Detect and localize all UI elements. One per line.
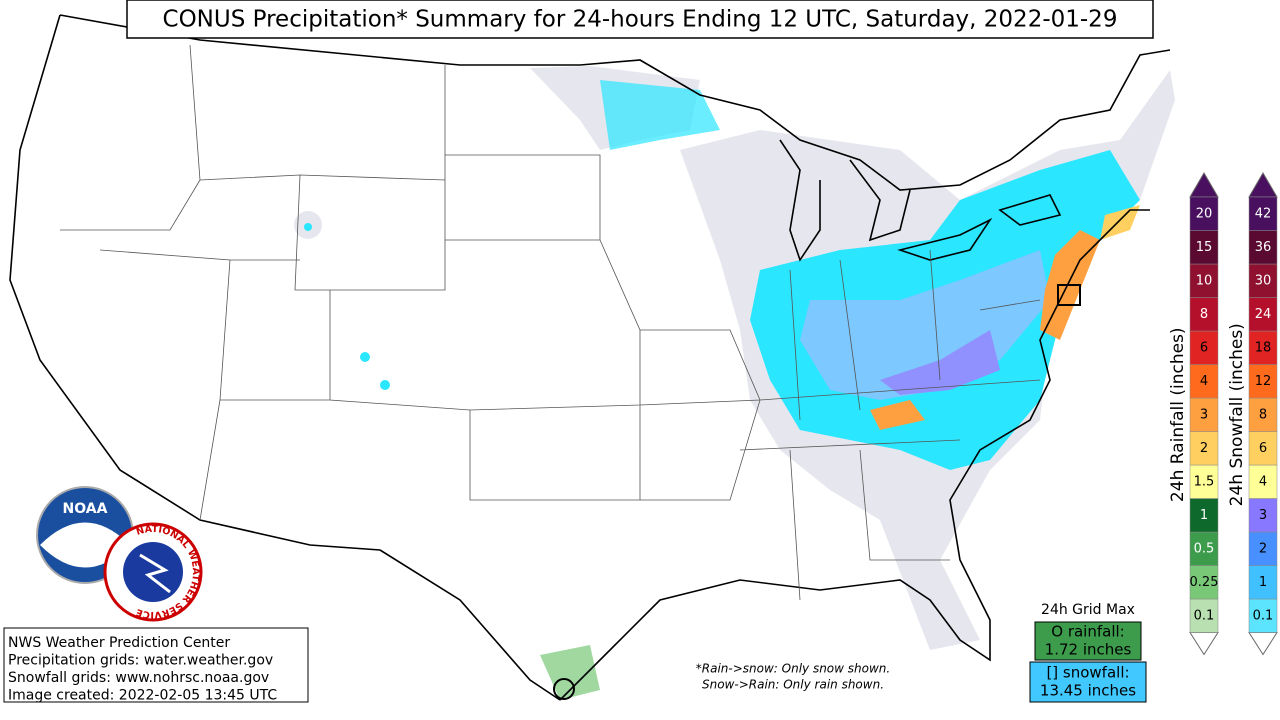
legend-title: 24h Rainfall (inches) — [1168, 327, 1188, 502]
legend-level: 20 — [1196, 206, 1213, 221]
legend-level: 1 — [1200, 508, 1208, 523]
note-line: Snow->Rain: Only rain shown. — [702, 678, 884, 692]
note-line: *Rain->snow: Only snow shown. — [696, 662, 890, 676]
legend-cell — [1248, 464, 1278, 499]
legend-level: 15 — [1196, 240, 1213, 255]
legend-cell — [1189, 531, 1219, 566]
legend-cell — [1248, 330, 1278, 365]
rain-max-box — [1034, 621, 1142, 661]
legend-cell — [1248, 297, 1278, 332]
legend-cell — [1189, 263, 1219, 298]
legend-level: 0.1 — [1194, 608, 1215, 623]
legend-cell — [1189, 397, 1219, 432]
legend-level: 30 — [1255, 273, 1272, 288]
info-line: Snowfall grids: www.nohrsc.noaa.gov — [8, 670, 269, 686]
snow-max-label: [] snowfall: — [1046, 664, 1129, 682]
legend-level: 6 — [1200, 340, 1208, 355]
legend-level: 3 — [1259, 508, 1267, 523]
legend-level: 8 — [1200, 307, 1208, 322]
legend-level: 42 — [1255, 206, 1272, 221]
legend-cell — [1248, 431, 1278, 466]
info-line: Precipitation grids: water.weather.gov — [8, 653, 273, 669]
rain-max-value: 1.72 inches — [1045, 641, 1132, 659]
info-lines: NWS Weather Prediction Center Precipitati… — [8, 635, 277, 704]
legend-level: 2 — [1259, 541, 1267, 556]
legend-level: 10 — [1196, 273, 1213, 288]
info-line: NWS Weather Prediction Center — [8, 635, 230, 651]
snow-max-box — [1029, 661, 1147, 703]
legend-cell — [1248, 196, 1278, 231]
nws-logo: NATIONAL WEATHER SERVICE — [103, 522, 203, 622]
legend-level: 4 — [1200, 374, 1208, 389]
map-lines — [9, 14, 1171, 701]
legend-title: 24h Snowfall (inches) — [1227, 323, 1247, 506]
legend-level: 1.5 — [1194, 474, 1215, 489]
legend-level: 4 — [1259, 474, 1267, 489]
legend-cell — [1189, 364, 1219, 399]
info-line: Image created: 2022-02-05 13:45 UTC — [8, 688, 277, 704]
legends: 0.1 0.25 0.5 1 1.5 2 3 4 6 8 10 15 20 24h Rainfall (i… — [1168, 172, 1278, 656]
legend-level: 0.1 — [1253, 608, 1274, 623]
snow-max-marker — [1057, 284, 1081, 306]
map-title: CONUS Precipitation* Summary for 24-hour… — [163, 7, 1118, 33]
rain-max-label: O rainfall: — [1051, 623, 1124, 641]
legend-level: 0.5 — [1194, 541, 1215, 556]
noaa-text: NOAA — [63, 501, 108, 517]
legend-cell — [1248, 531, 1278, 566]
legend-cell — [1189, 330, 1219, 365]
legend-cell — [1248, 364, 1278, 399]
legend-level: 2 — [1200, 441, 1208, 456]
legend-cell — [1189, 196, 1219, 231]
legend-level: 3 — [1200, 407, 1208, 422]
rain-max-marker — [553, 678, 575, 700]
grid-max-heading: 24h Grid Max — [1041, 602, 1135, 618]
legend-level: 1 — [1259, 575, 1267, 590]
notes: *Rain->snow: Only snow shown. Snow->Rain:… — [696, 662, 890, 692]
legend-cell — [1189, 297, 1219, 332]
legend-cell — [1248, 263, 1278, 298]
legend-cell — [1189, 464, 1219, 499]
legend-level: 24 — [1255, 307, 1272, 322]
legend-level: 0.25 — [1190, 575, 1219, 590]
legend-cell — [1248, 565, 1278, 600]
legend-cell — [1248, 498, 1278, 533]
legend-cell — [1189, 598, 1219, 633]
snow-max-value: 13.45 inches — [1040, 682, 1136, 700]
legend-level: 18 — [1255, 340, 1272, 355]
legend-level: 8 — [1259, 407, 1267, 422]
legend-cell — [1189, 431, 1219, 466]
legend-level: 12 — [1255, 374, 1272, 389]
legend-cell — [1189, 565, 1219, 600]
legend-level: 36 — [1255, 240, 1272, 255]
title-box — [126, 0, 1154, 39]
legend-cell — [1248, 230, 1278, 265]
info-box — [3, 627, 309, 703]
legend-level: 6 — [1259, 441, 1267, 456]
